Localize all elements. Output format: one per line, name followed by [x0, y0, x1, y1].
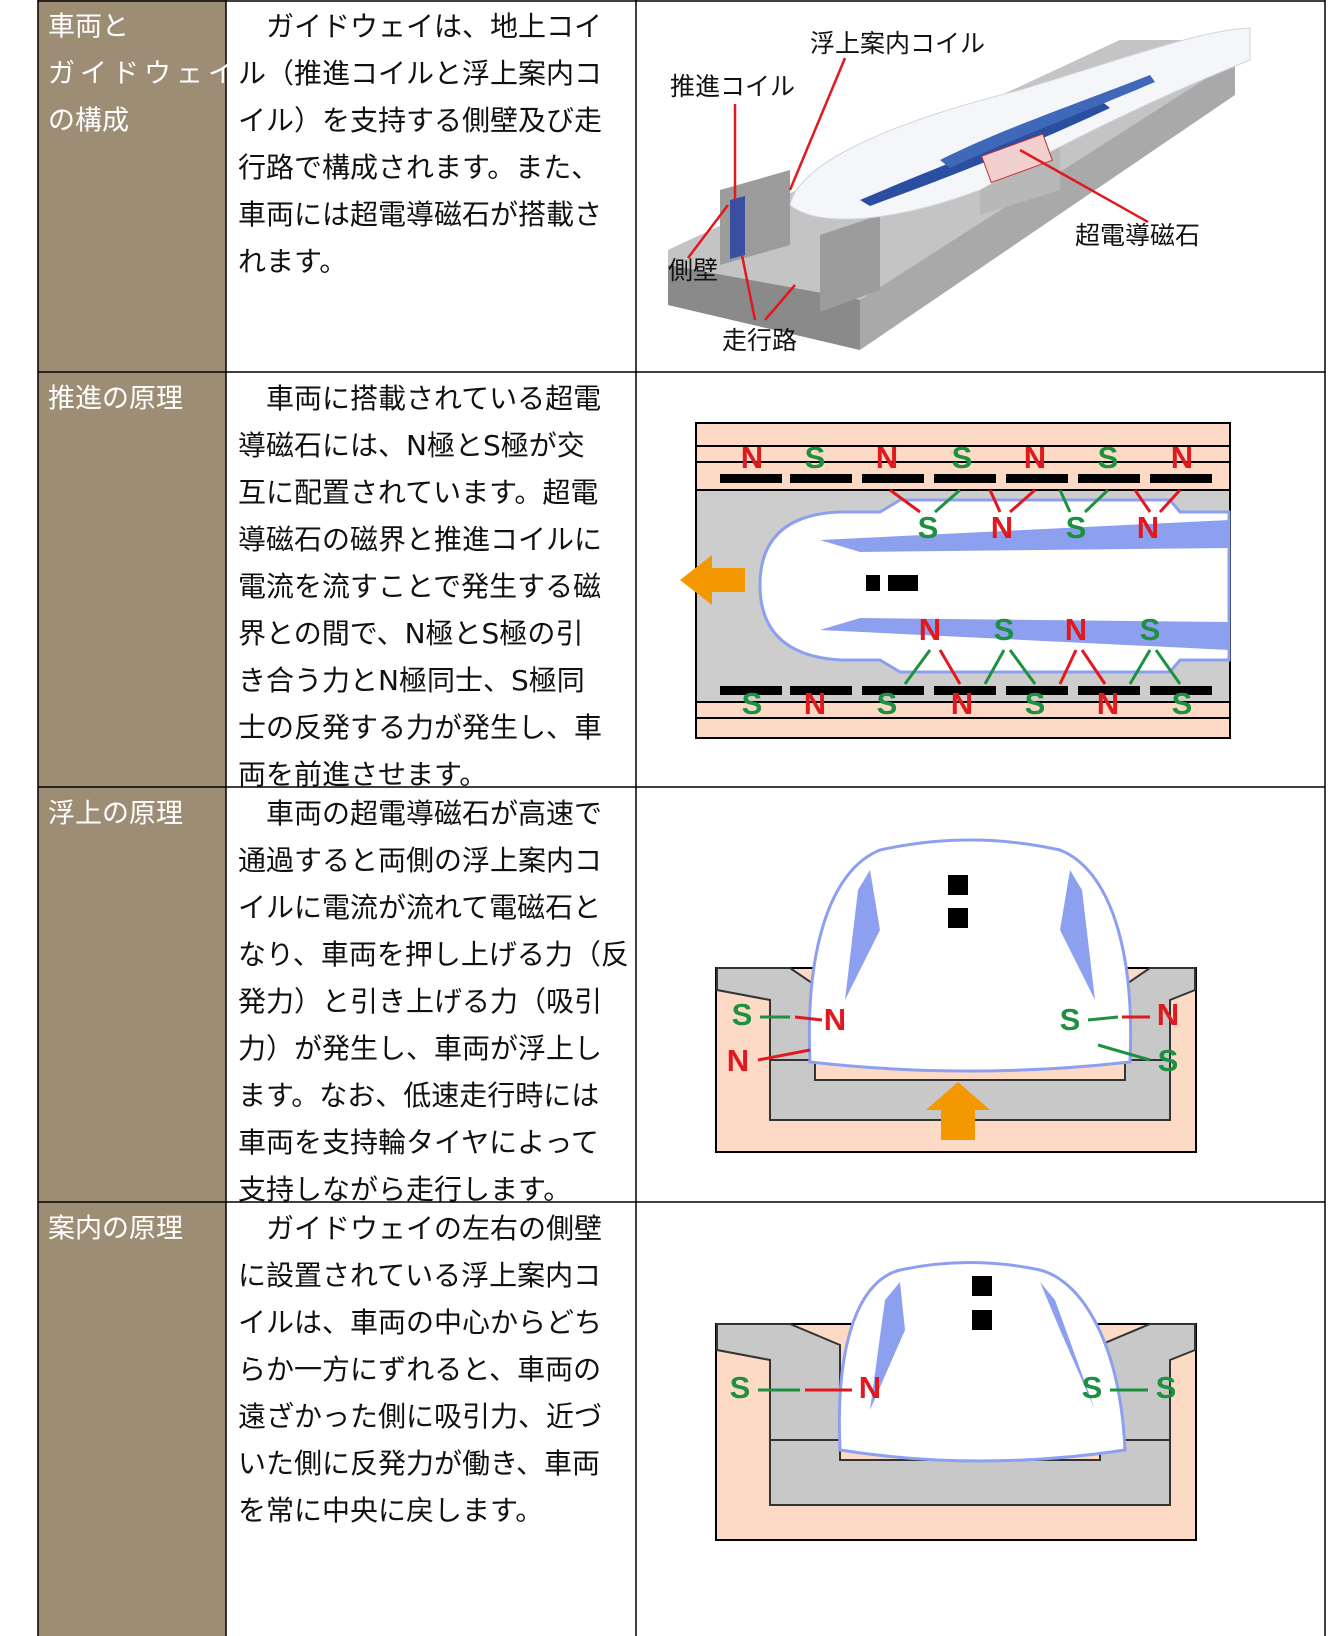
- field-arrow: [1128, 649, 1152, 685]
- structure-illustration: 浮上案内コイル 推進コイル 超電導磁石 側壁 走行路: [668, 27, 1251, 355]
- field-arrow: [988, 489, 1002, 513]
- row-label: ガイドウェイ: [48, 59, 240, 90]
- illustration-label: 側壁: [668, 256, 718, 285]
- field-arrow: [938, 649, 962, 685]
- pole-label: N: [951, 686, 973, 721]
- guidance-diagram: [715, 1261, 1197, 1541]
- row-text: 車両の超電導磁石が高速で: [266, 797, 602, 830]
- row-text: イルに電流が流れて電磁石と: [238, 891, 601, 924]
- table-grid: [37, 0, 1326, 1636]
- row-text: 車両に搭載されている超電: [266, 382, 601, 415]
- row-text: イルは、車両の中心からどち: [238, 1306, 602, 1339]
- field-arrow: [1058, 649, 1078, 685]
- pole-label: N: [1024, 440, 1046, 475]
- illustration-label: 推進コイル: [670, 72, 795, 101]
- row-text: 両を前進させます。: [238, 758, 487, 791]
- row-text: 力）が発生し、車両が浮上し: [238, 1032, 602, 1065]
- row-text: 遠ざかった側に吸引力、近づ: [238, 1400, 602, 1433]
- row-label: の構成: [48, 106, 129, 137]
- illustration-label: 走行路: [722, 326, 797, 355]
- pole-label: N: [824, 1002, 846, 1037]
- row-text: 互に配置されています。超電: [238, 476, 598, 509]
- row-text: 行路で構成されます。また、: [238, 151, 599, 184]
- row-text: き合う力とN極同士、S極同: [238, 664, 585, 697]
- row-label: 案内の原理: [48, 1214, 183, 1245]
- pole-label: N: [991, 510, 1013, 545]
- row-text: いた側に反発力が働き、車両: [238, 1447, 600, 1480]
- field-arrow: [1080, 649, 1107, 685]
- pole-label: S: [1066, 510, 1087, 545]
- row-label: 車両と: [48, 12, 129, 43]
- illustration-label: 浮上案内コイル: [810, 29, 985, 58]
- field-arrow: [1158, 488, 1182, 514]
- pole-label: S: [1156, 1370, 1177, 1405]
- row-text: ガイドウェイは、地上コイ: [266, 10, 602, 43]
- row-text: なり、車両を押し上げる力（反: [238, 938, 629, 971]
- row-text: イル）を支持する側壁及び走: [238, 104, 602, 137]
- row-text: ル（推進コイルと浮上案内コ: [238, 57, 602, 90]
- pole-label: N: [859, 1370, 881, 1405]
- pole-label: S: [1158, 1043, 1179, 1078]
- pole-label: N: [1171, 440, 1193, 475]
- row-text: ます。なお、低速走行時には: [238, 1079, 599, 1112]
- row-text: 通過すると両側の浮上案内コ: [238, 844, 602, 877]
- pole-label: N: [727, 1043, 749, 1078]
- field-arrow: [1154, 649, 1182, 685]
- pole-label: S: [1098, 440, 1119, 475]
- field-arrow: [1008, 649, 1037, 685]
- row-text: 士の反発する力が発生し、車: [238, 711, 602, 744]
- pole-label: S: [1140, 612, 1161, 647]
- field-arrow: [983, 649, 1006, 685]
- pole-label: N: [804, 686, 826, 721]
- row-text: 発力）と引き上げる力（吸引: [238, 985, 602, 1018]
- pole-label: N: [741, 440, 763, 475]
- row-text: に設置されている浮上案内コ: [238, 1259, 601, 1292]
- row-label: 推進の原理: [48, 384, 183, 415]
- pole-label: S: [994, 612, 1015, 647]
- illustration-label: 超電導磁石: [1075, 221, 1200, 250]
- levitation-diagram: [715, 838, 1197, 1153]
- row-text: 車両には超電導磁石が搭載さ: [238, 198, 602, 231]
- row-text: 界との間で、N極とS極の引: [238, 617, 583, 650]
- pole-label: N: [1065, 612, 1087, 647]
- row-text: 電流を流すことで発生する磁: [238, 570, 601, 603]
- field-arrow: [934, 488, 961, 514]
- field-arrow: [1009, 488, 1036, 514]
- row-label: 浮上の原理: [48, 799, 183, 830]
- pole-label: S: [730, 1370, 751, 1405]
- field-arrow: [889, 488, 921, 514]
- field-arrow: [1058, 489, 1072, 513]
- pole-label: N: [876, 440, 898, 475]
- pole-label: S: [952, 440, 973, 475]
- pole-label: S: [1172, 686, 1193, 721]
- field-arrow: [1083, 488, 1110, 514]
- label-column: [38, 0, 226, 1636]
- row-text: れます。: [238, 245, 347, 278]
- pole-label: S: [805, 440, 826, 475]
- field-arrow: [1133, 489, 1152, 513]
- row-text: を常に中央に戻します。: [238, 1494, 543, 1527]
- row-text: 導磁石の磁界と推進コイルに: [238, 523, 602, 556]
- pole-label: S: [918, 510, 939, 545]
- pole-label: N: [1137, 510, 1159, 545]
- row-text: らか一方にずれると、車両の: [238, 1353, 601, 1386]
- row-text: 支持しながら走行します。: [238, 1173, 571, 1206]
- field-arrow: [903, 649, 932, 685]
- row-text: 導磁石には、N極とS極が交: [238, 429, 585, 462]
- pole-label: S: [877, 686, 898, 721]
- pole-label: S: [1025, 686, 1046, 721]
- row-text: 車両を支持輪タイヤによって: [238, 1126, 599, 1159]
- pole-label: N: [919, 612, 941, 647]
- pole-label: S: [1060, 1002, 1081, 1037]
- row-text: ガイドウェイの左右の側壁: [266, 1212, 602, 1245]
- pole-label: N: [1157, 997, 1179, 1032]
- propulsion-diagram: [680, 422, 1231, 739]
- pole-label: S: [732, 997, 753, 1032]
- pole-label: S: [742, 686, 763, 721]
- pole-label: N: [1097, 686, 1119, 721]
- pole-label: S: [1082, 1370, 1103, 1405]
